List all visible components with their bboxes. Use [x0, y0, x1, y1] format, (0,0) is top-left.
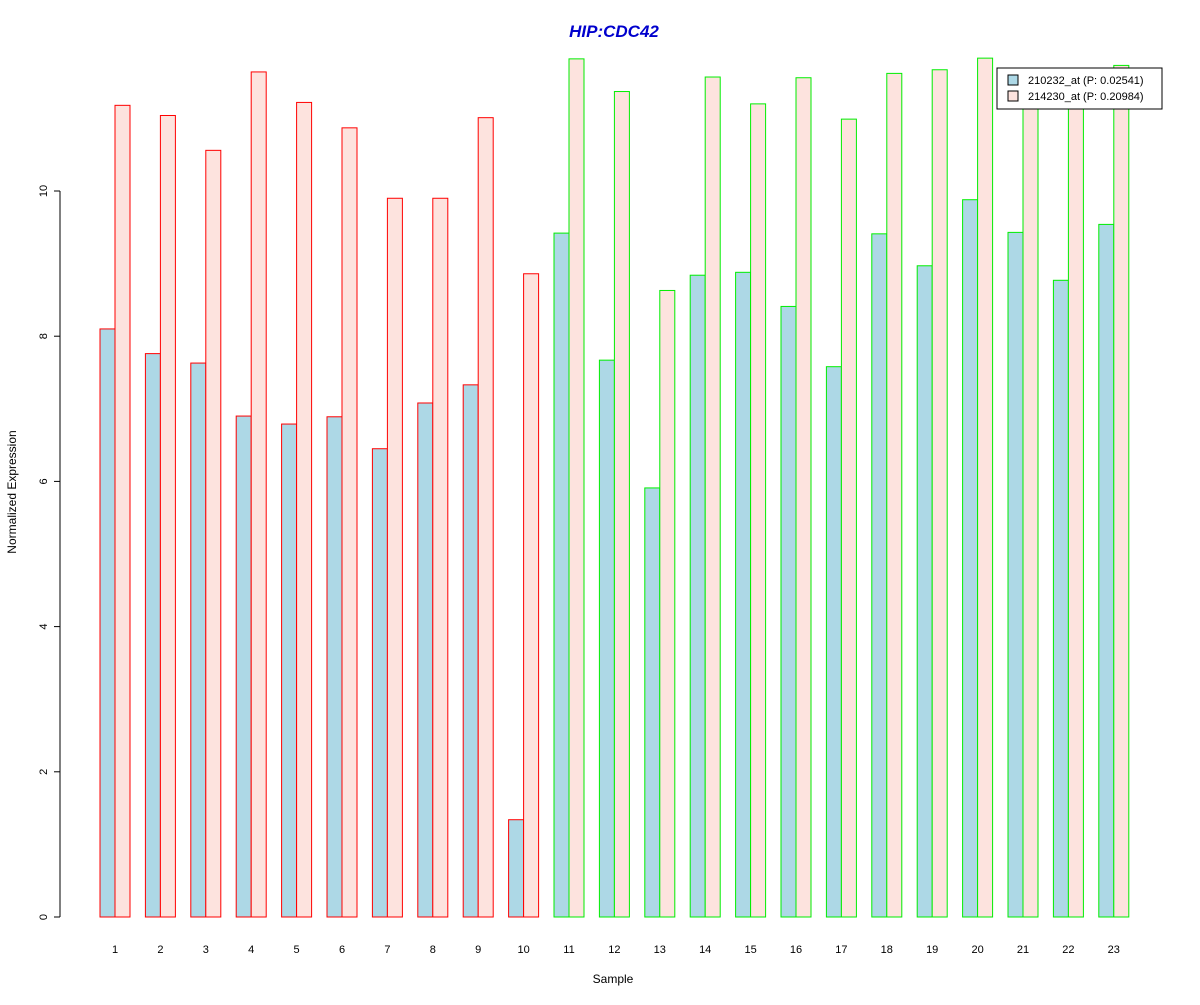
x-tick-label: 20	[971, 944, 983, 956]
bar-sample-19-series-1	[916, 265, 933, 918]
x-tick-label: 4	[248, 944, 254, 956]
bar-sample-4-series-1	[235, 415, 252, 918]
legend-label-series-2: 214230_at (P: 0.20984)	[1028, 91, 1144, 103]
bar-sample-22-series-1	[1052, 279, 1069, 918]
bar-sample-1-series-1	[99, 328, 116, 918]
bar-sample-10-series-2	[523, 273, 540, 918]
bar-sample-10-series-1	[508, 819, 525, 918]
y-tick-label: 8	[38, 333, 50, 339]
x-tick-label: 21	[1017, 944, 1029, 956]
x-tick-label: 14	[699, 944, 711, 956]
x-tick-label: 3	[203, 944, 209, 956]
x-axis-label: Sample	[593, 972, 634, 986]
x-tick-labels: 1 2 3 4 5 6 7 8 9 10 11 12 13 14 15 16 17 18 19 20 21 22 23	[112, 944, 1120, 956]
bar-sample-14-series-2	[704, 76, 721, 918]
bar-sample-20-series-1	[962, 199, 979, 918]
bar-sample-3-series-2	[205, 149, 222, 918]
bar-sample-11-series-1	[553, 232, 570, 918]
bar-sample-14-series-1	[689, 274, 706, 918]
bar-sample-21-series-2	[1022, 81, 1039, 918]
bar-sample-16-series-1	[780, 305, 797, 918]
bar-sample-12-series-2	[613, 91, 630, 918]
x-tick-label: 2	[157, 944, 163, 956]
x-tick-label: 9	[475, 944, 481, 956]
x-tick-label: 1	[112, 944, 118, 956]
bars-group	[99, 57, 1130, 918]
x-tick-label: 19	[926, 944, 938, 956]
x-tick-label: 8	[430, 944, 436, 956]
bar-sample-6-series-1	[326, 416, 343, 918]
bar-sample-9-series-1	[462, 384, 479, 918]
x-tick-label: 12	[608, 944, 620, 956]
legend: 210232_at (P: 0.02541) 214230_at (P: 0.2…	[996, 67, 1163, 110]
bar-sample-21-series-1	[1007, 231, 1024, 918]
bar-sample-12-series-1	[598, 359, 615, 918]
x-tick-label: 23	[1108, 944, 1120, 956]
y-tick-label: 2	[38, 769, 50, 775]
bar-sample-11-series-2	[568, 58, 585, 918]
legend-swatch-series-1	[1007, 74, 1019, 86]
y-tick-label: 0	[38, 914, 50, 920]
bar-sample-13-series-1	[644, 487, 661, 918]
bar-sample-15-series-1	[735, 271, 752, 918]
legend-box	[996, 67, 1163, 110]
x-tick-label: 10	[517, 944, 529, 956]
x-tick-label: 13	[654, 944, 666, 956]
bar-sample-7-series-2	[386, 197, 403, 918]
bar-sample-13-series-2	[659, 289, 676, 918]
y-axis: 0 2 4 6 8 10	[38, 185, 61, 920]
chart-title: HIP:CDC42	[569, 22, 659, 41]
y-tick-label: 4	[38, 624, 50, 630]
x-tick-label: 17	[835, 944, 847, 956]
bar-sample-7-series-1	[371, 448, 388, 918]
x-tick-label: 7	[384, 944, 390, 956]
x-tick-label: 22	[1062, 944, 1074, 956]
x-tick-label: 16	[790, 944, 802, 956]
bar-sample-2-series-1	[144, 353, 161, 918]
bar-sample-18-series-2	[886, 72, 903, 918]
legend-swatch-series-2	[1007, 90, 1019, 102]
bar-sample-5-series-2	[296, 101, 313, 918]
bar-sample-8-series-1	[417, 402, 434, 918]
bar-sample-15-series-2	[750, 103, 767, 918]
bar-sample-23-series-1	[1098, 223, 1115, 918]
bar-sample-8-series-2	[432, 197, 449, 918]
bar-sample-17-series-2	[840, 118, 857, 918]
y-tick-label: 6	[38, 478, 50, 484]
bar-sample-19-series-2	[931, 69, 948, 918]
bar-sample-4-series-2	[250, 71, 267, 918]
bar-sample-18-series-1	[871, 233, 888, 918]
bar-sample-9-series-2	[477, 117, 494, 918]
x-tick-label: 18	[881, 944, 893, 956]
x-tick-label: 6	[339, 944, 345, 956]
y-axis-label: Normalized Expression	[5, 430, 19, 553]
legend-label-series-1: 210232_at (P: 0.02541)	[1028, 75, 1144, 87]
x-tick-label: 15	[744, 944, 756, 956]
bar-sample-22-series-2	[1067, 81, 1084, 918]
x-tick-label: 11	[563, 944, 574, 956]
bar-sample-23-series-2	[1113, 64, 1130, 918]
bar-sample-17-series-1	[825, 366, 842, 918]
bar-sample-2-series-2	[159, 114, 176, 918]
bar-sample-16-series-2	[795, 77, 812, 918]
bar-sample-6-series-2	[341, 127, 358, 918]
y-tick-label: 10	[38, 185, 50, 197]
bar-sample-3-series-1	[190, 362, 207, 918]
bar-sample-20-series-2	[977, 57, 994, 918]
bar-sample-1-series-2	[114, 104, 131, 918]
bar-sample-5-series-1	[281, 423, 298, 918]
x-tick-label: 5	[294, 944, 300, 956]
